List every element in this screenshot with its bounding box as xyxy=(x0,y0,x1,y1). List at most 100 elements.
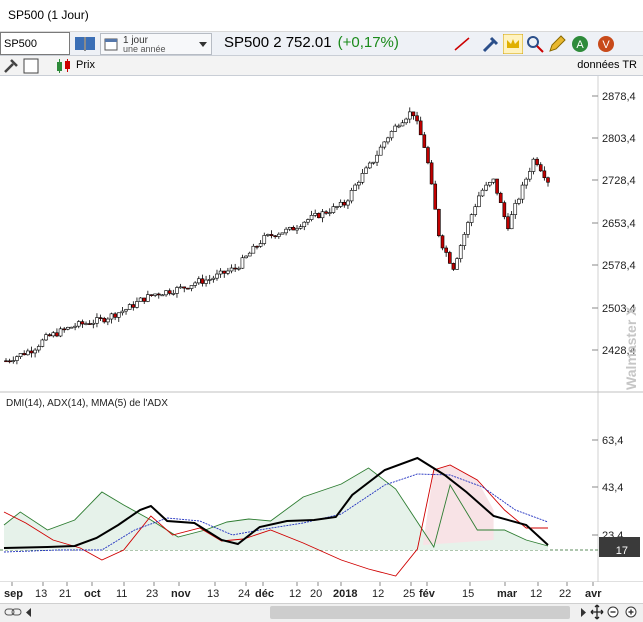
candle-body xyxy=(284,228,288,234)
di-minus-line xyxy=(3,464,548,577)
zoom-out-icon[interactable] xyxy=(607,606,620,619)
window-icon[interactable] xyxy=(23,58,39,74)
candle-body xyxy=(175,287,179,294)
candle-body xyxy=(531,158,536,172)
candle-body xyxy=(287,227,292,230)
candle-body xyxy=(84,323,88,325)
candle-body xyxy=(247,252,252,257)
candle-body xyxy=(55,332,59,337)
candle-body xyxy=(480,189,485,197)
time-tick-label: sep xyxy=(4,588,23,600)
candle-body xyxy=(364,167,368,174)
candle-body xyxy=(167,290,172,294)
candle-body xyxy=(76,321,81,327)
adx-line xyxy=(3,456,549,549)
adx-mma-line xyxy=(3,473,549,553)
calendar-icon xyxy=(104,38,118,51)
candle-body xyxy=(298,226,303,229)
time-tick-label: 13 xyxy=(35,588,47,600)
candlestick-icon[interactable] xyxy=(55,58,73,74)
trendline-icon[interactable] xyxy=(452,34,472,54)
scroll-thumb[interactable] xyxy=(270,606,570,619)
candle-body xyxy=(273,235,277,238)
candle-body xyxy=(91,322,96,325)
candle-body xyxy=(360,173,365,183)
price-tick-label: 2653,4 xyxy=(602,218,636,230)
price-tick-label: 2803,4 xyxy=(602,133,636,145)
candle-body xyxy=(102,318,107,323)
price-axis: 2878,4 2803,4 2728,4 2653,4 2578,4 2503,4 2428… xyxy=(592,91,636,357)
magnifier-icon[interactable] xyxy=(525,34,545,54)
candle-body xyxy=(40,339,45,347)
symbol-input[interactable] xyxy=(0,32,70,55)
candle-body xyxy=(62,328,67,331)
alert-a-icon[interactable]: A xyxy=(570,34,590,54)
period-dropdown[interactable]: 1 jour une année xyxy=(100,33,212,55)
candle-body xyxy=(509,214,514,230)
time-tick-label: avr xyxy=(585,588,602,600)
pan-icon[interactable] xyxy=(590,604,604,620)
candle-body xyxy=(11,360,16,362)
title-bar: SP500 (1 Jour) xyxy=(0,0,643,32)
candle-body xyxy=(382,141,387,148)
scroll-left-icon[interactable] xyxy=(24,607,34,618)
candle-body xyxy=(138,297,143,302)
candle-body xyxy=(33,349,37,354)
time-tick-label: 20 xyxy=(310,588,322,600)
candle-body xyxy=(196,278,201,284)
candle-body xyxy=(156,293,161,296)
candle-body xyxy=(404,118,408,124)
chevron-down-icon xyxy=(199,42,207,47)
candle-body xyxy=(226,270,230,274)
candle-body xyxy=(389,131,394,139)
indicator-label: DMI(14), ADX(14), MMA(5) de l'ADX xyxy=(6,398,168,409)
settings-icon[interactable] xyxy=(3,58,19,74)
price-chart[interactable]: 2878,4 2803,4 2728,4 2653,4 2578,4 2503,4 2428… xyxy=(0,76,643,582)
crown-icon[interactable] xyxy=(503,34,523,54)
candle-body xyxy=(237,267,241,270)
candle-body xyxy=(313,213,317,216)
candle-body xyxy=(393,125,398,132)
candle-body xyxy=(189,285,194,289)
candle-body xyxy=(357,181,361,186)
pencil-icon[interactable] xyxy=(547,34,567,54)
time-tick-label: 21 xyxy=(59,588,71,600)
candle-body xyxy=(422,134,427,148)
tools-icon[interactable] xyxy=(481,34,501,54)
candle-body xyxy=(437,208,441,237)
candle-body xyxy=(149,294,154,296)
candle-body xyxy=(131,304,136,308)
candle-body xyxy=(269,234,274,237)
candle-body xyxy=(47,334,52,337)
link-icon[interactable] xyxy=(4,606,22,619)
candle-body xyxy=(407,111,412,120)
candle-body xyxy=(113,313,117,318)
candle-body xyxy=(411,111,416,117)
alert-v-icon[interactable]: V xyxy=(596,34,616,54)
candle-body xyxy=(218,270,223,275)
candle-body xyxy=(291,227,296,231)
candle-body xyxy=(186,287,190,290)
candle-body xyxy=(418,120,423,136)
time-tick-label: nov xyxy=(171,588,191,600)
candle-body xyxy=(262,235,267,244)
time-tick-label: 24 xyxy=(238,588,250,600)
candle-body xyxy=(487,182,492,186)
candle-body xyxy=(142,297,147,302)
candle-body xyxy=(433,183,438,210)
book-icon[interactable] xyxy=(74,35,96,52)
zoom-in-icon[interactable] xyxy=(625,606,638,619)
dmi-minus-area-fill xyxy=(422,465,494,545)
candle-body xyxy=(44,334,48,341)
candle-body xyxy=(335,206,339,208)
svg-text:A: A xyxy=(576,39,584,51)
scroll-right-icon[interactable] xyxy=(578,607,588,618)
candle-body xyxy=(397,125,401,128)
candle-body xyxy=(367,162,372,169)
candle-body xyxy=(375,154,379,163)
candle-body xyxy=(469,214,474,223)
candle-body xyxy=(255,245,259,248)
candlestick-series xyxy=(4,107,550,365)
candle-body xyxy=(171,293,176,295)
candle-body xyxy=(524,178,528,186)
